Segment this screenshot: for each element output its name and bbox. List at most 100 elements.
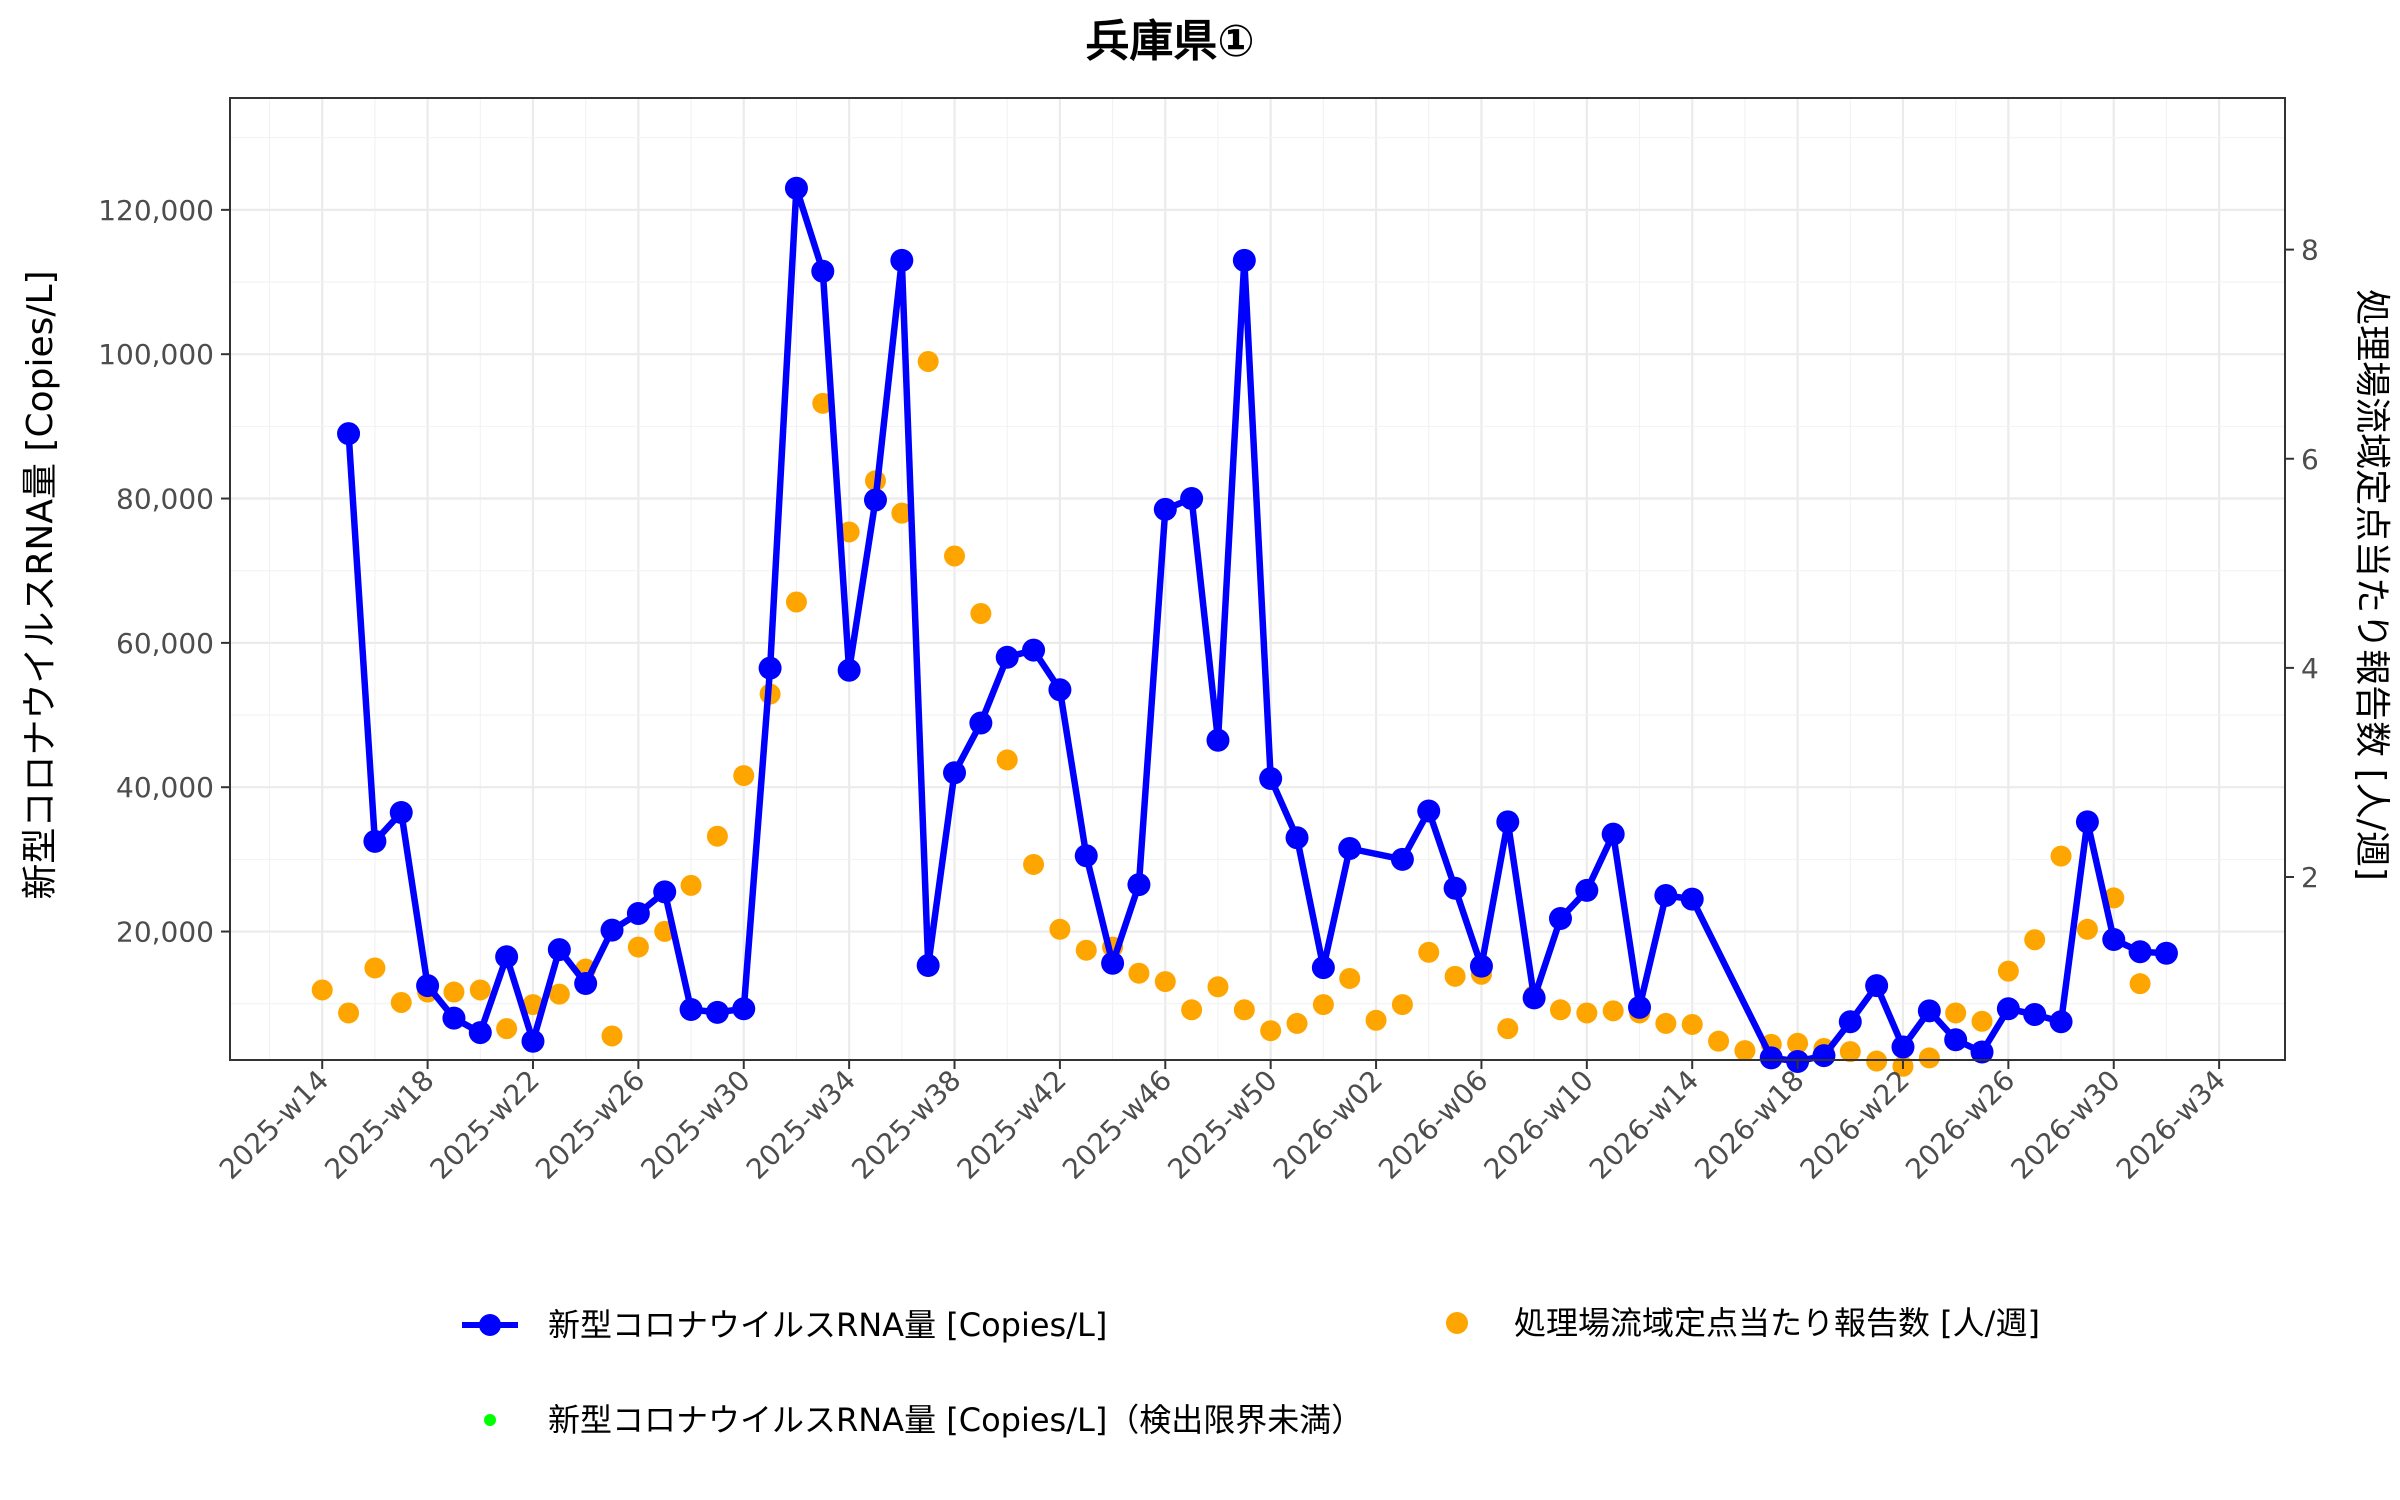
report-point [2076, 918, 2098, 940]
rna-point [1812, 1044, 1836, 1068]
rna-point [1522, 986, 1546, 1010]
rna-point [916, 953, 940, 977]
report-point [1997, 960, 2019, 982]
y-axis-title-left: 新型コロナウイルスRNA量 [Copies/L] [20, 270, 61, 899]
x-tick-label: 2026-w02 [1267, 1064, 1389, 1186]
legend: 新型コロナウイルスRNA量 [Copies/L] 処理場流域定点当たり報告数 [… [462, 1304, 2040, 1439]
x-tick-label: 2025-w14 [213, 1064, 335, 1186]
report-point [522, 994, 544, 1016]
rna-point [1996, 997, 2020, 1021]
rna-point [2049, 1010, 2073, 1034]
rna-point [732, 997, 756, 1021]
y-tick-label: 20,000 [116, 916, 214, 949]
report-point [733, 765, 755, 787]
x-tick-label: 2025-w18 [318, 1064, 440, 1186]
x-tick-label: 2025-w34 [740, 1064, 862, 1186]
y-tick-label: 40,000 [116, 771, 214, 804]
report-point [496, 1018, 518, 1040]
legend-item-below-limit: 新型コロナウイルスRNA量 [Copies/L]（検出限界未満） [484, 1401, 1363, 1439]
rna-point [1443, 876, 1467, 900]
rna-point [653, 880, 677, 904]
legend-rna-label: 新型コロナウイルスRNA量 [Copies/L] [548, 1306, 1107, 1344]
series-layer [311, 176, 2178, 1077]
x-tick-label: 2026-w10 [1478, 1064, 1600, 1186]
rna-point [1654, 883, 1678, 907]
rna-point [626, 901, 650, 925]
rna-point [1074, 844, 1098, 868]
report-point [2129, 973, 2151, 995]
report-point [1312, 994, 1334, 1016]
rna-point [1311, 956, 1335, 980]
rna-point [2075, 810, 2099, 834]
report-point [1681, 1013, 1703, 1035]
rna-point [2128, 940, 2152, 964]
report-point [1286, 1012, 1308, 1034]
report-point [1497, 1018, 1519, 1040]
report-point [443, 981, 465, 1003]
report-point [1154, 971, 1176, 993]
report-point [1233, 999, 1255, 1021]
rna-point [547, 938, 571, 962]
x-tick-label: 2025-w46 [1056, 1064, 1178, 1186]
rna-point [1390, 847, 1414, 871]
report-point [548, 983, 570, 1005]
legend-rna-marker [479, 1314, 501, 1336]
report-point [838, 521, 860, 543]
report-point [917, 351, 939, 373]
report-point [1181, 999, 1203, 1021]
rna-point [1680, 887, 1704, 911]
rna-point [1259, 767, 1283, 791]
rna-point [1285, 826, 1309, 850]
report-point [785, 591, 807, 613]
y-tick-label: 80,000 [116, 483, 214, 516]
plot-border [229, 97, 2286, 1061]
report-point [1075, 939, 1097, 961]
grid-lines [230, 98, 2285, 1060]
rna-point [1759, 1046, 1783, 1070]
rna-point [2023, 1003, 2047, 1027]
report-point [1549, 999, 1571, 1021]
y-tick-label: 100,000 [98, 338, 214, 371]
rna-point [574, 972, 598, 996]
rna-point [1891, 1035, 1915, 1059]
y2-tick-label: 2 [2301, 861, 2319, 894]
legend-below-limit-marker [484, 1414, 496, 1426]
report-point [2024, 929, 2046, 951]
report-point [364, 957, 386, 979]
y2-tick-label: 4 [2301, 652, 2319, 685]
rna-point [1022, 638, 1046, 662]
rna-point [1338, 837, 1362, 861]
rna-point [758, 656, 782, 680]
y-tick-label: 120,000 [98, 194, 214, 227]
rna-point [442, 1006, 466, 1030]
rna-point [1469, 954, 1493, 978]
rna-point [1206, 728, 1230, 752]
rna-point [1838, 1010, 1862, 1034]
rna-point [969, 711, 993, 735]
x-tick-label: 2025-w50 [1161, 1064, 1283, 1186]
report-point [469, 979, 491, 1001]
rna-point [521, 1029, 545, 1053]
x-tick-label: 2026-w06 [1372, 1064, 1494, 1186]
x-tick-label: 2026-w30 [2004, 1064, 2126, 1186]
report-point [1049, 918, 1071, 940]
report-point [1576, 1002, 1598, 1024]
report-point [996, 749, 1018, 771]
rna-point [705, 1000, 729, 1024]
y-tick-label: 60,000 [116, 627, 214, 660]
report-point [1602, 1000, 1624, 1022]
y-axis-title-right: 処理場流域定点当たり報告数 [人/週] [2351, 289, 2392, 881]
rna-point [468, 1021, 492, 1045]
x-tick-label: 2025-w38 [845, 1064, 967, 1186]
x-tick-label: 2026-w22 [1794, 1064, 1916, 1186]
x-tick-label: 2026-w14 [1583, 1064, 1705, 1186]
report-point [1971, 1010, 1993, 1032]
report-point [1128, 962, 1150, 984]
rna-point [1417, 799, 1441, 823]
report-point [1260, 1020, 1282, 1042]
legend-reports-label: 処理場流域定点当たり報告数 [人/週] [1514, 1304, 2040, 1342]
rna-point [943, 761, 967, 785]
rna-point [389, 800, 413, 824]
